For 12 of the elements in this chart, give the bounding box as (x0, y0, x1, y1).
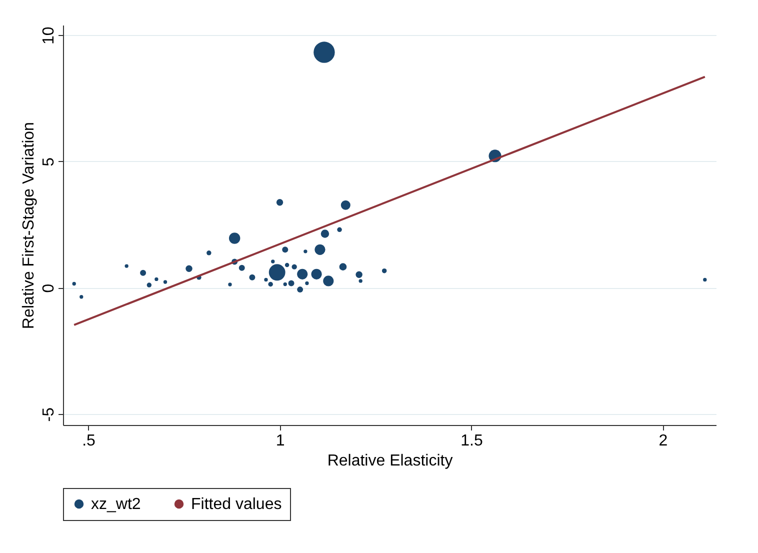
x-axis-title: Relative Elasticity (327, 452, 453, 470)
legend-label: xz_wt2 (91, 496, 141, 513)
y-tick-label: 0 (40, 284, 58, 293)
y-axis-title: Relative First-Stage Variation (20, 122, 38, 329)
x-tick-label: 2 (658, 432, 668, 450)
y-tick-label: 10 (40, 26, 58, 45)
y-tick-label: 5 (40, 157, 58, 166)
x-tick-label: .5 (82, 432, 96, 450)
legend-label: Fitted values (191, 496, 282, 513)
y-tick-label: -5 (40, 407, 58, 422)
x-tick-label: 1 (276, 432, 285, 450)
x-tick-label: 1.5 (460, 432, 483, 450)
